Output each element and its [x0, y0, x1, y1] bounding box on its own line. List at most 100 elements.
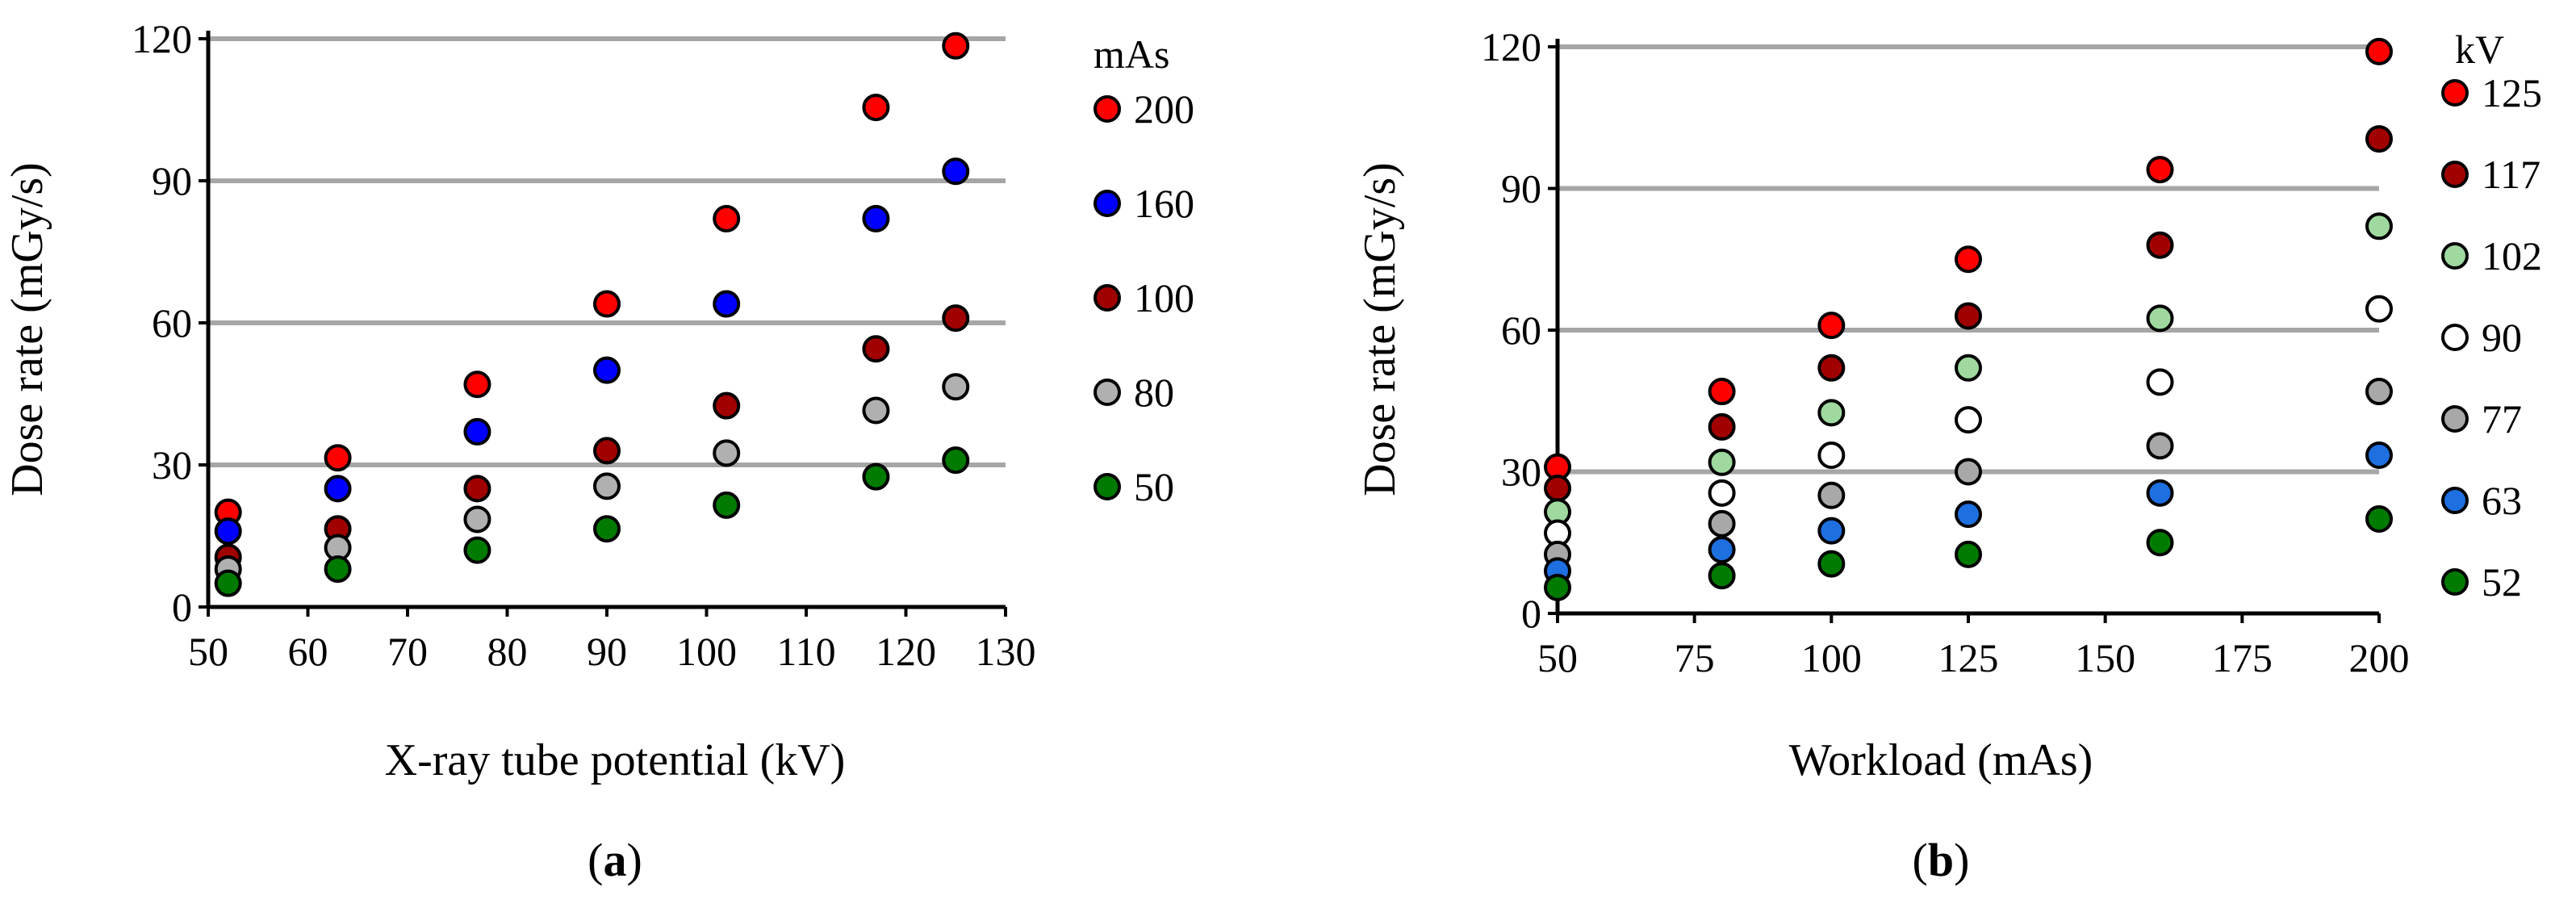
a-point-50-77 — [463, 536, 491, 564]
b-point-63-80 — [1708, 536, 1736, 564]
a-point-160-90 — [593, 356, 621, 384]
b-legend-marker-117 — [2441, 161, 2469, 188]
b-legend-label-117: 117 — [2482, 152, 2540, 197]
b-point-117-160 — [2146, 231, 2174, 259]
a-point-160-125 — [942, 157, 970, 186]
b-x-tick-label: 125 — [1938, 635, 1999, 680]
b-legend-title: kV — [2455, 27, 2504, 72]
a-x-tick-label: 130 — [976, 629, 1036, 674]
b-point-125-160 — [2146, 156, 2174, 184]
b-legend-label-102: 102 — [2482, 233, 2542, 278]
b-point-125-100 — [1817, 312, 1846, 340]
a-x-tick-label: 90 — [587, 629, 627, 674]
b-legend-marker-77 — [2441, 405, 2469, 433]
a-legend-label-100: 100 — [1134, 275, 1194, 320]
a-legend-marker-80 — [1094, 379, 1121, 406]
a-legend-label-80: 80 — [1134, 370, 1174, 415]
b-point-77-200 — [2365, 378, 2393, 406]
a-legend-marker-50 — [1094, 473, 1121, 500]
b-point-90-160 — [2146, 368, 2174, 396]
b-point-77-125 — [1955, 458, 1982, 486]
a-x-tick-label: 110 — [776, 629, 835, 674]
b-x-tick-label: 75 — [1675, 635, 1715, 680]
b-point-77-80 — [1708, 509, 1736, 538]
b-y-tick-labels: 0 30 60 90 120 — [1481, 24, 1558, 636]
b-legend-marker-63 — [2441, 487, 2469, 514]
b-point-102-80 — [1708, 448, 1736, 476]
a-x-tick-label: 60 — [288, 629, 328, 674]
a-point-160-77 — [463, 417, 491, 446]
a-legend-marker-200 — [1094, 95, 1121, 123]
b-point-63-125 — [1955, 500, 1982, 529]
b-y-tick-label: 90 — [1501, 166, 1541, 211]
b-point-117-100 — [1817, 354, 1846, 382]
b-caption: (b) — [1913, 834, 1970, 886]
b-point-125-200 — [2365, 37, 2393, 65]
a-point-100-117 — [862, 335, 890, 363]
b-point-102-100 — [1817, 399, 1846, 427]
b-legend-marker-52 — [2441, 568, 2469, 596]
b-x-tick-label: 50 — [1537, 635, 1578, 680]
a-y-tick-label: 0 — [172, 584, 192, 630]
b-x-tick-label: 100 — [1801, 635, 1862, 680]
b-point-90-200 — [2365, 295, 2393, 323]
a-data-points — [214, 31, 970, 597]
a-point-50-117 — [862, 462, 890, 491]
b-point-63-200 — [2365, 442, 2393, 470]
b-point-125-125 — [1955, 245, 1982, 274]
a-y-tick-labels: 0 30 60 90 120 — [132, 16, 208, 630]
b-point-52-80 — [1708, 562, 1736, 590]
a-point-160-117 — [862, 204, 890, 232]
b-legend-label-125: 125 — [2482, 70, 2542, 115]
b-point-102-160 — [2146, 304, 2174, 333]
a-legend-label-50: 50 — [1134, 464, 1174, 509]
b-y-tick-label: 120 — [1481, 24, 1541, 69]
b-point-52-100 — [1817, 550, 1846, 578]
b-legend-label-77: 77 — [2482, 396, 2522, 442]
b-point-52-160 — [2146, 529, 2174, 557]
b-data-points — [1544, 37, 2393, 601]
a-x-axis-title: X-ray tube potential (kV) — [385, 735, 846, 785]
b-x-tick-label: 150 — [2075, 635, 2135, 680]
a-legend-title: mAs — [1094, 31, 1169, 77]
a-point-80-90 — [593, 472, 621, 500]
b-point-117-200 — [2365, 125, 2393, 153]
a-y-tick-label: 60 — [152, 300, 192, 345]
a-point-80-102 — [713, 439, 741, 467]
b-point-102-200 — [2365, 212, 2393, 241]
a-point-50-125 — [942, 446, 970, 475]
a-x-tick-labels: 50 60 70 80 90 100 110 120 130 — [188, 607, 1036, 674]
a-point-50-90 — [593, 515, 621, 543]
b-point-90-80 — [1708, 479, 1736, 507]
a-x-tick-label: 80 — [487, 629, 528, 674]
b-point-117-125 — [1955, 302, 1982, 330]
a-x-tick-label: 50 — [188, 629, 228, 674]
a-x-tick-label: 70 — [387, 629, 428, 674]
b-legend-label-52: 52 — [2482, 559, 2522, 605]
b-point-102-125 — [1955, 354, 1982, 382]
a-legend-label-200: 200 — [1134, 86, 1194, 132]
b-point-77-100 — [1817, 481, 1846, 509]
a-point-100-102 — [713, 391, 741, 420]
a-y-axis-title: Dose rate (mGy/s) — [2, 162, 52, 496]
b-point-125-80 — [1708, 378, 1736, 406]
a-caption: (a) — [588, 834, 642, 886]
b-legend: kV 125 117 102 90 77 63 52 — [2441, 27, 2542, 605]
b-point-117-50 — [1544, 474, 1571, 502]
panel-a: 0 30 60 90 120 50 60 70 80 90 100 110 120 130 X-ray … — [2, 16, 1194, 886]
b-y-tick-label: 60 — [1501, 308, 1541, 353]
b-x-tick-label: 175 — [2212, 635, 2273, 680]
a-point-80-125 — [942, 373, 970, 401]
b-point-63-160 — [2146, 479, 2174, 507]
a-point-50-63 — [324, 555, 352, 584]
b-point-90-100 — [1817, 442, 1846, 470]
a-point-200-77 — [463, 370, 491, 399]
b-legend-marker-102 — [2441, 242, 2469, 270]
a-point-200-102 — [713, 204, 741, 232]
a-point-200-117 — [862, 94, 890, 122]
a-point-100-77 — [463, 475, 491, 503]
a-y-tick-label: 120 — [132, 16, 192, 61]
b-x-tick-labels: 50 75 100 125 150 175 200 — [1537, 613, 2410, 680]
b-point-77-160 — [2146, 432, 2174, 460]
b-point-90-125 — [1955, 406, 1982, 434]
